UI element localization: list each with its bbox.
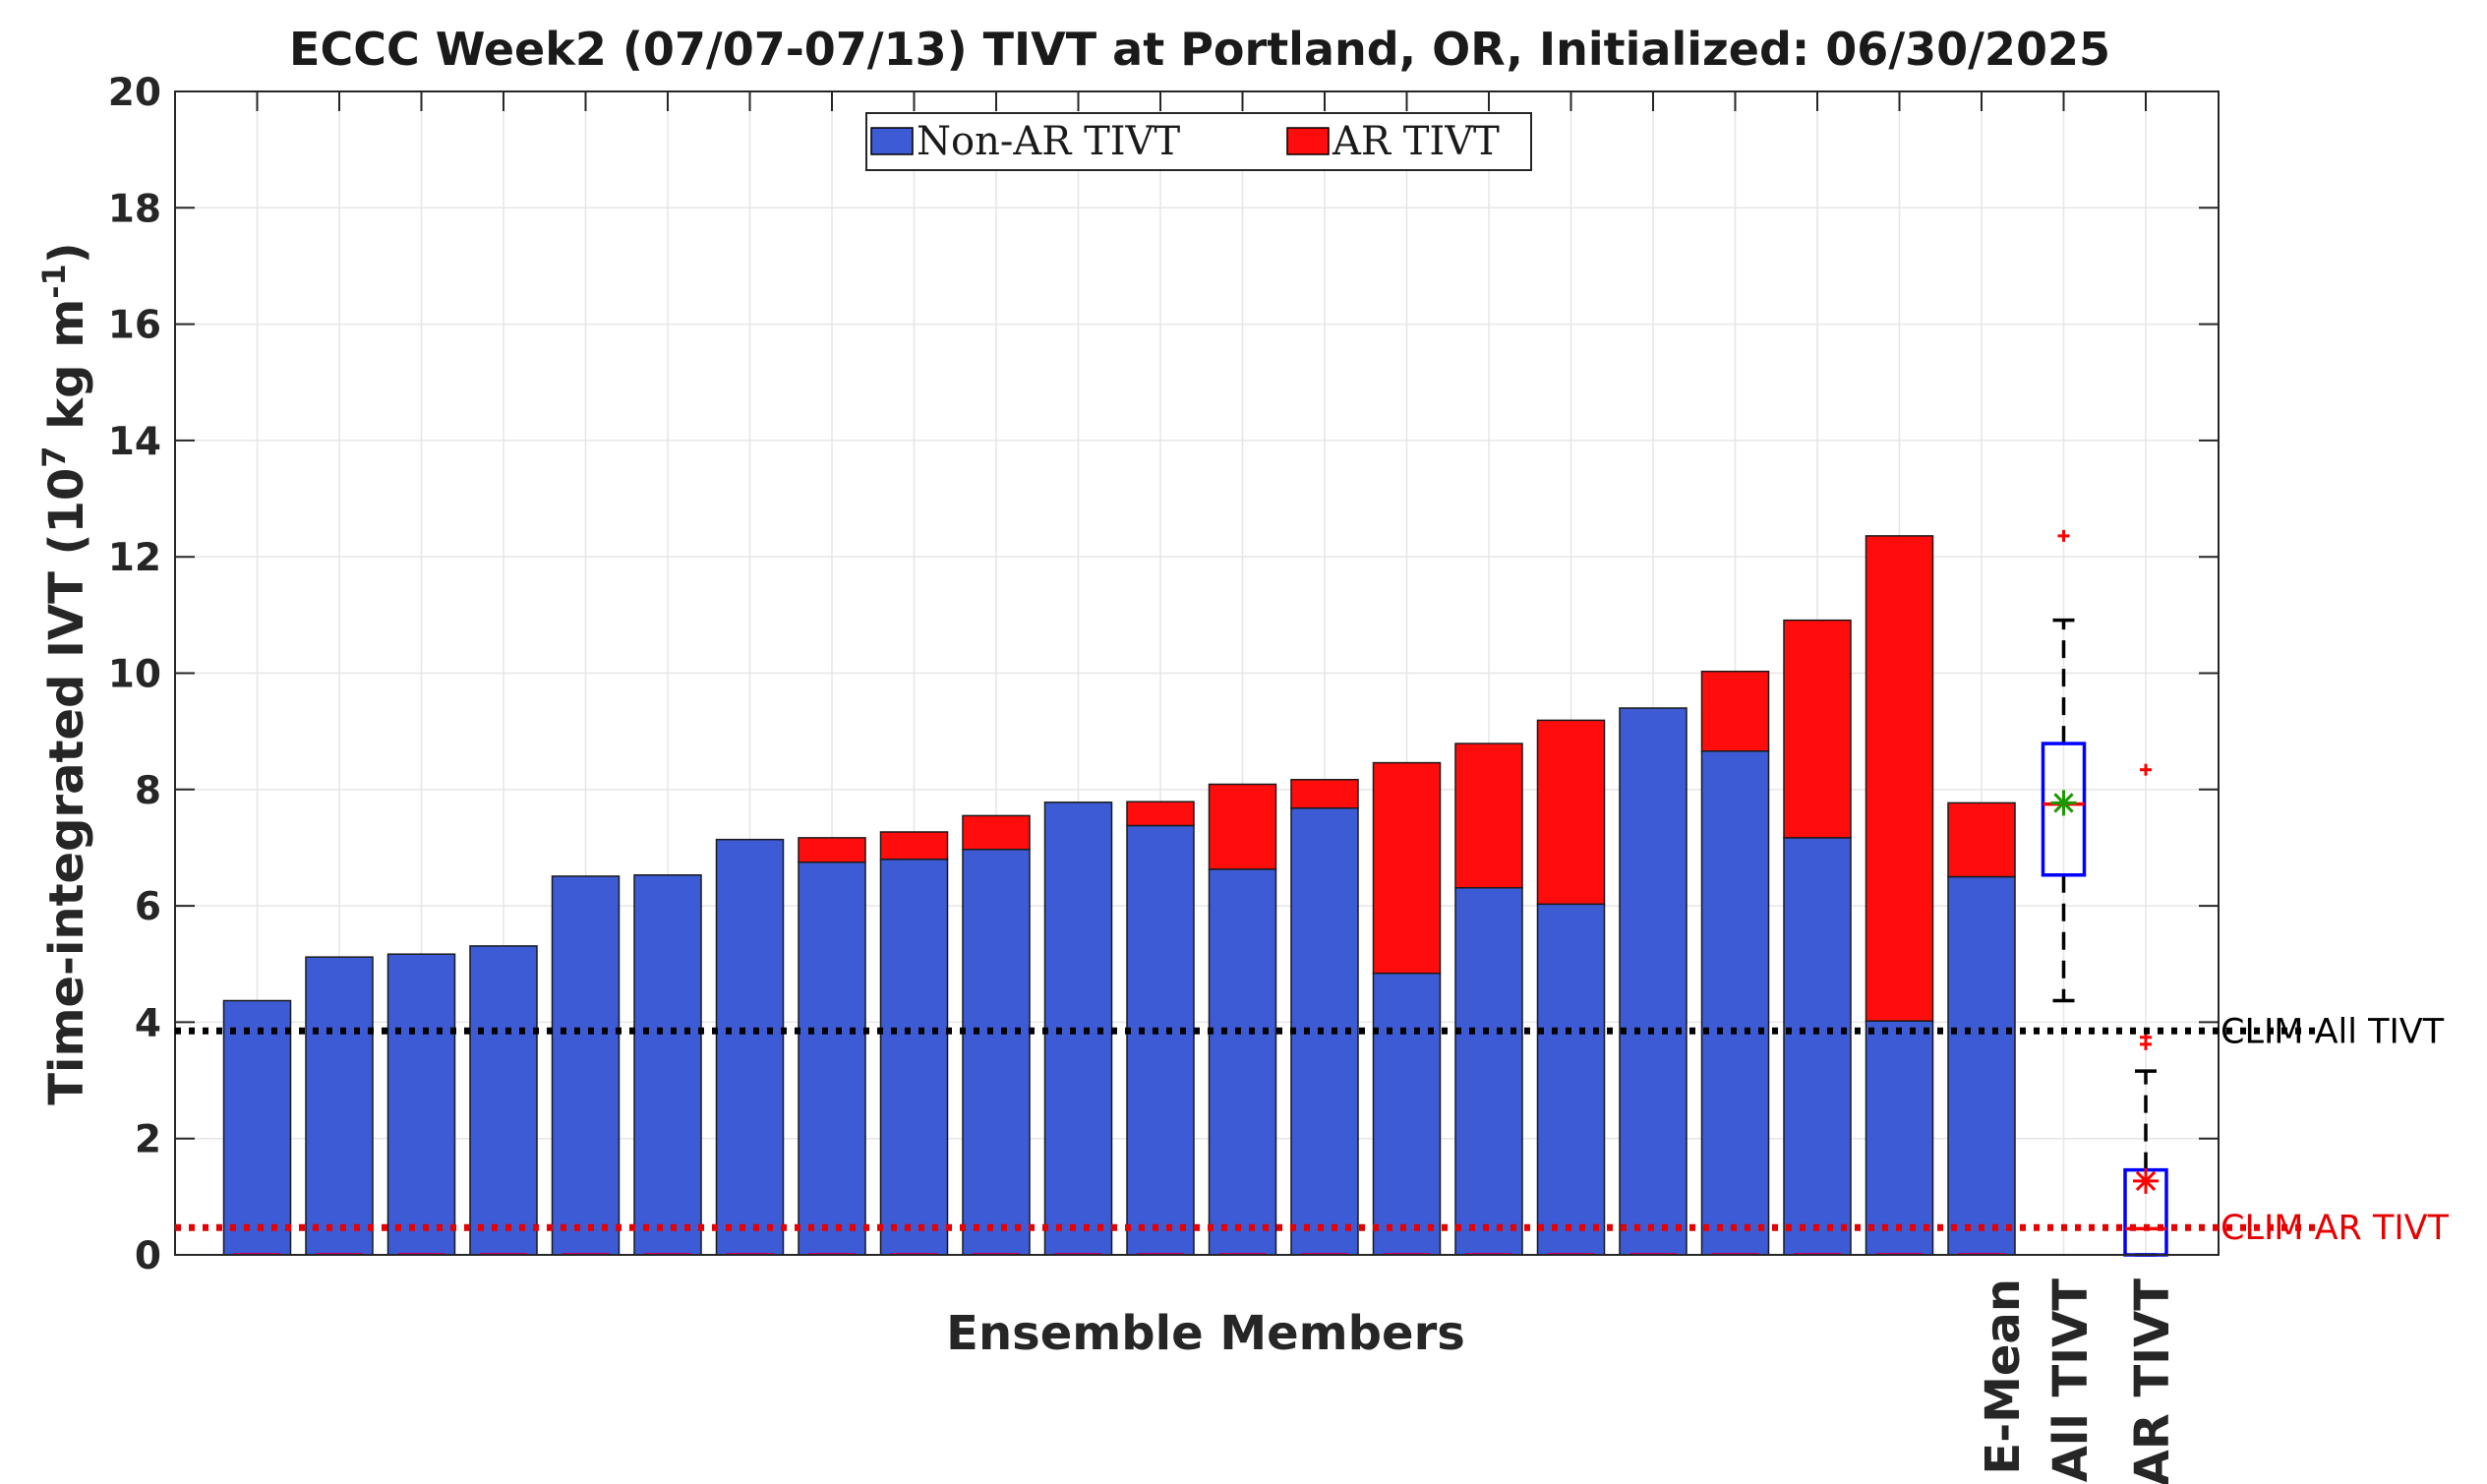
bar-non-ar: [1865, 1020, 1934, 1256]
legend-swatch-ar: [1286, 127, 1330, 155]
bar-ar: [1290, 778, 1359, 809]
outlier-point: [2140, 763, 2152, 776]
bar-ar: [1865, 535, 1934, 1022]
bar-non-ar: [879, 859, 949, 1256]
bar-ar: [1454, 742, 1523, 889]
category-label-e-mean: E-Mean: [1976, 1278, 2031, 1475]
bar-non-ar: [305, 956, 374, 1256]
category-label-all-tivt: All TIVT: [2043, 1278, 2099, 1483]
bar-ar: [1208, 783, 1277, 870]
legend-label-non-ar: Non-AR TIVT: [917, 119, 1180, 164]
bar-non-ar: [1208, 868, 1277, 1256]
bar-group: [222, 535, 2016, 1256]
bar-ar: [879, 831, 949, 861]
bar-ar: [1783, 619, 1852, 839]
legend-box: [865, 112, 1532, 171]
bar-ar: [1372, 761, 1442, 975]
bar-non-ar: [962, 848, 1031, 1256]
bar-ar: [1536, 719, 1606, 906]
y-tick-label: 10: [108, 653, 161, 697]
y-tick-label: 16: [108, 304, 161, 348]
mean-marker-stroke: [2135, 1170, 2157, 1192]
y-tick-label: 20: [108, 71, 161, 115]
bar-non-ar: [1372, 972, 1442, 1256]
mean-marker: [2050, 790, 2077, 816]
bar-non-ar: [1700, 750, 1770, 1256]
bar-non-ar: [469, 945, 538, 1256]
y-tick-label: 2: [135, 1118, 161, 1162]
axis-ticks: 0 2 4 6 8 10 12 14 16 18 20: [108, 71, 2219, 1278]
bar-ar: [1126, 801, 1195, 827]
outlier-point: [2057, 529, 2070, 542]
box-iqr: [2041, 742, 2087, 877]
bar-non-ar: [1947, 875, 2016, 1256]
bar-ar: [962, 814, 1031, 851]
y-tick-label: 0: [135, 1234, 161, 1278]
y-tick-label: 14: [108, 420, 161, 464]
bar-non-ar: [1454, 887, 1523, 1256]
bar-ar: [798, 837, 866, 863]
bar-ar: [1947, 801, 2016, 878]
y-tick-label: 12: [108, 536, 161, 580]
y-tick-label: 6: [135, 885, 161, 929]
x-axis-label: Ensemble Members: [946, 1306, 1465, 1361]
bar-non-ar: [386, 953, 456, 1256]
mean-marker: [2133, 1167, 2159, 1194]
bar-non-ar: [1619, 707, 1688, 1256]
bar-ar: [1700, 670, 1770, 752]
legend: Non-AR TIVT AR TIVT: [865, 112, 1532, 171]
y-tick-label: 8: [135, 769, 161, 813]
category-label-ar-tivt: AR TIVT: [2125, 1278, 2180, 1484]
legend-swatch-non-ar: [870, 127, 914, 155]
reference-lines: CLIM All TIVT CLIM AR TIVT: [175, 1012, 2450, 1248]
boxplot: [2041, 529, 2087, 1003]
reference-line-label: CLIM AR TIVT: [2221, 1209, 2450, 1248]
y-axis-label: Time-integrated IVT (107 kg m-1): [35, 242, 94, 1104]
bar-non-ar: [222, 999, 292, 1256]
chart-title: ECCC Week2 (07/07-07/13) TIVT at Portlan…: [289, 23, 2110, 76]
bar-non-ar: [1783, 837, 1852, 1256]
reference-line-label: CLIM All TIVT: [2221, 1012, 2445, 1051]
y-tick-label: 18: [108, 187, 161, 231]
bar-non-ar: [1536, 903, 1606, 1256]
bar-non-ar: [551, 875, 621, 1256]
legend-label-ar: AR TIVT: [1332, 119, 1500, 164]
bar-non-ar: [1126, 824, 1195, 1256]
bar-non-ar: [798, 861, 866, 1256]
mean-marker-stroke: [2053, 793, 2074, 813]
y-tick-label: 4: [135, 1001, 161, 1045]
bar-non-ar: [633, 874, 702, 1256]
bar-non-ar: [715, 838, 785, 1256]
